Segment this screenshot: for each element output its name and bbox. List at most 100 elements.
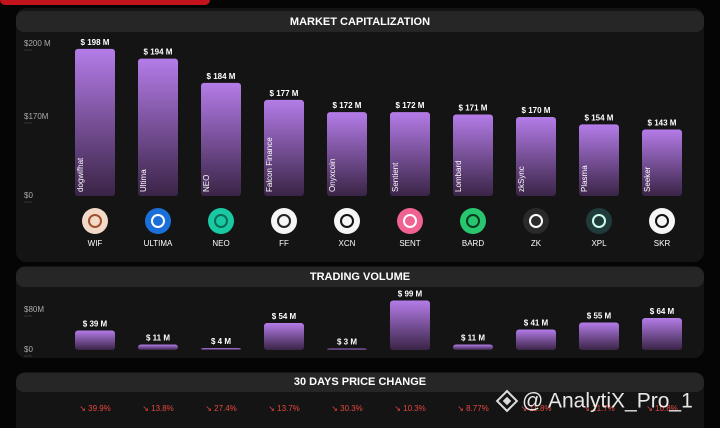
bar [201,348,241,350]
token-icon-ring [529,214,543,228]
price-change: ↘ 11.8% [520,404,551,413]
ticker-label: XCN [339,239,356,248]
panel-header [16,11,704,32]
category-label: Falcon Finance [265,137,274,192]
value-label: $ 3 M [337,338,357,347]
value-label: $ 194 M [144,48,173,57]
bar [201,82,241,196]
price-change: ↘ 39.9% [79,404,111,413]
bar [579,322,619,350]
value-label: $ 170 M [522,106,551,115]
token-icon-ring [403,214,417,228]
bar [390,112,430,196]
chart-title: 30 DAYS PRICE CHANGE [294,376,426,388]
y-tick-label: $0 [24,191,33,200]
token-icon-ring [214,214,228,228]
token-icon [208,208,234,234]
value-label: $ 184 M [207,72,236,81]
bar [138,344,178,350]
value-label: $ 11 M [461,334,485,343]
bar [264,99,304,196]
category-label: NEO [202,175,211,192]
price-change: ↘ 10.3% [394,404,426,413]
top-tab [0,0,210,5]
value-label: $ 177 M [270,89,299,98]
value-label: $ 11 M [146,334,170,343]
token-icon-ring [88,214,102,228]
bar [138,58,178,197]
value-label: $ 41 M [524,319,549,328]
category-label: zkSync [517,166,526,192]
y-tick-label: $0 [24,345,33,354]
token-icon [523,208,549,234]
category-label: Onyxcoin [328,159,337,192]
category-label: Seeker [643,166,652,192]
token-icon-ring [466,214,480,228]
bar [327,112,367,196]
value-label: $ 99 M [398,290,423,299]
price-change: ↘ 13.7% [268,404,300,413]
value-label: $ 172 M [396,101,425,110]
bar [453,344,493,350]
value-label: $ 54 M [272,312,297,321]
bar [75,48,115,196]
bar [327,348,367,350]
y-tick-label: $200 M [24,39,51,48]
watermark-logo [495,389,519,413]
ticker-label: WIF [88,239,103,248]
value-label: $ 172 M [333,101,362,110]
panel-header [16,267,704,287]
price-change: ↘ 27.4% [205,404,237,413]
category-label: Ultima [139,169,148,192]
token-icon [649,208,675,234]
value-label: $ 171 M [459,104,488,113]
watermark: @ AnalytiX_Pro_1 [522,390,693,413]
value-label: $ 39 M [83,320,108,329]
value-label: $ 143 M [648,119,677,128]
value-label: $ 64 M [650,307,675,316]
y-tick-label: $170M [24,112,49,121]
ticker-label: ZK [531,239,542,248]
ticker-label: SENT [399,239,420,248]
bar [516,329,556,350]
price-change: ↘ 30.3% [331,404,363,413]
token-icon-ring [151,214,165,228]
bar [642,129,682,196]
price-change: ↘ 13.8% [142,404,174,413]
category-label: Plasma [580,165,589,192]
ticker-label: ULTIMA [144,239,173,248]
category-label: Sentient [391,162,400,192]
value-label: $ 198 M [81,38,110,47]
value-label: $ 4 M [211,337,231,346]
bar [579,124,619,196]
bar [516,116,556,196]
ticker-label: BARD [462,239,484,248]
token-icon-ring [592,214,606,228]
bar [453,114,493,196]
token-icon [145,208,171,234]
value-label: $ 55 M [587,312,612,321]
token-icon [271,208,297,234]
ticker-label: NEO [212,239,229,248]
token-icon-ring [277,214,291,228]
token-icon-ring [655,214,669,228]
bar [642,318,682,350]
token-icon-ring [340,214,354,228]
chart-title: TRADING VOLUME [310,271,410,283]
y-tick-label: $80M [24,305,44,314]
price-change: ↘ 8.77% [457,404,489,413]
ticker-label: FF [279,239,289,248]
ticker-label: XPL [591,239,607,248]
ticker-label: SKR [654,239,671,248]
bar [75,330,115,350]
category-label: dogwifhat [76,157,85,192]
chart-title: MARKET CAPITALIZATION [290,16,430,28]
token-icon [460,208,486,234]
token-icon [334,208,360,234]
token-icon [586,208,612,234]
value-label: $ 154 M [585,114,614,123]
panel-header [16,373,704,392]
token-icon [397,208,423,234]
